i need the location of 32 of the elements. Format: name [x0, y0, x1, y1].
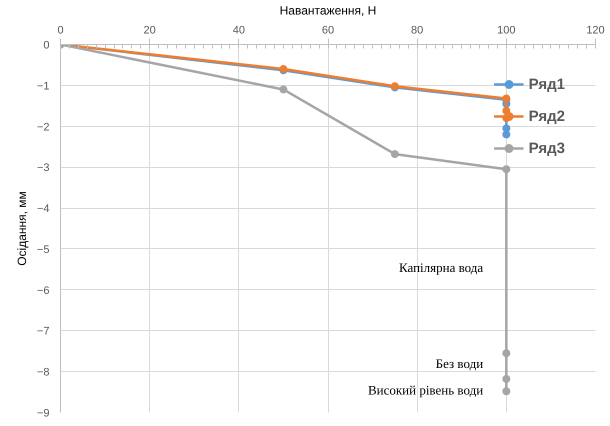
x-tick-label: 100	[497, 24, 516, 36]
y-tick-label: −8	[36, 366, 50, 379]
y-tick-label: 0	[43, 40, 50, 52]
y-tick-label: −1	[36, 80, 50, 92]
x-tick-label: 20	[144, 24, 156, 36]
y-tick-label: −7	[36, 326, 50, 338]
annotation: Капілярна вода	[398, 260, 484, 276]
annotation: Без води	[436, 356, 484, 372]
annotation: Високий рівень води	[368, 382, 484, 398]
y-tick-label: −2	[36, 121, 50, 134]
point	[502, 387, 510, 396]
x-tick-label: 80	[411, 24, 424, 36]
x-tick-label: 120	[586, 24, 605, 36]
x-axis-title: Навантаження, Н	[280, 4, 376, 18]
point	[390, 150, 399, 158]
point	[279, 85, 288, 94]
point	[502, 165, 510, 174]
point	[502, 349, 510, 358]
legend-label: Ряд1	[528, 76, 565, 92]
legend-label: Ряд2	[528, 108, 565, 124]
point	[502, 130, 510, 138]
y-tick-label: −3	[36, 162, 50, 174]
y-tick-label: −5	[36, 244, 50, 256]
x-tick-label: 40	[232, 24, 245, 36]
y-tick-label: −6	[36, 284, 50, 297]
legend-label: Ряд3	[528, 140, 565, 156]
x-tick-label: 0	[57, 24, 64, 36]
point	[502, 374, 510, 383]
y-tick-label: −4	[36, 203, 50, 216]
x-tick-label: 60	[322, 24, 334, 36]
y-axis-title: Осідання, мм	[14, 191, 29, 266]
y-tick-label: −9	[36, 408, 50, 420]
